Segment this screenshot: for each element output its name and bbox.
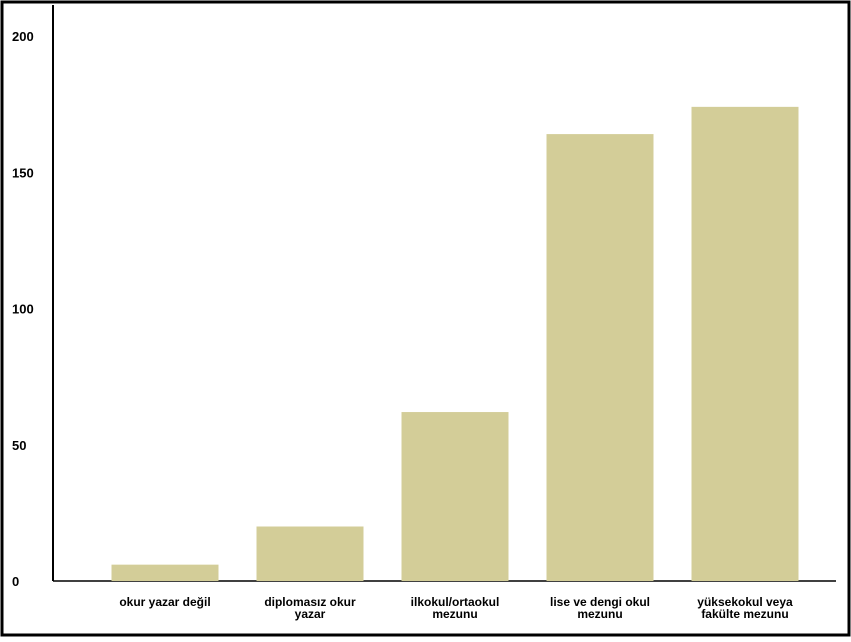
bar [401,412,509,581]
y-tick-label: 150 [12,165,34,180]
x-category-label: lise ve dengi okul mezunu [550,595,650,621]
y-tick-label: 0 [12,574,19,589]
bar [691,106,799,581]
x-category-label: ilkokul/ortaokul mezunu [411,595,500,621]
bar [111,564,219,581]
x-category-label: okur yazar değil [119,595,210,609]
y-tick-label: 200 [12,29,34,44]
x-category-label: yüksekokul veya fakülte mezunu [697,595,793,621]
bar [256,526,364,581]
x-category-label: diplomasız okur yazar [264,595,356,621]
plot-area: 0 50 100 150 200 okur yazar değil diplomasız o… [12,5,836,621]
bar [546,134,654,581]
y-tick-label: 100 [12,302,34,317]
y-tick-label: 50 [12,438,26,453]
